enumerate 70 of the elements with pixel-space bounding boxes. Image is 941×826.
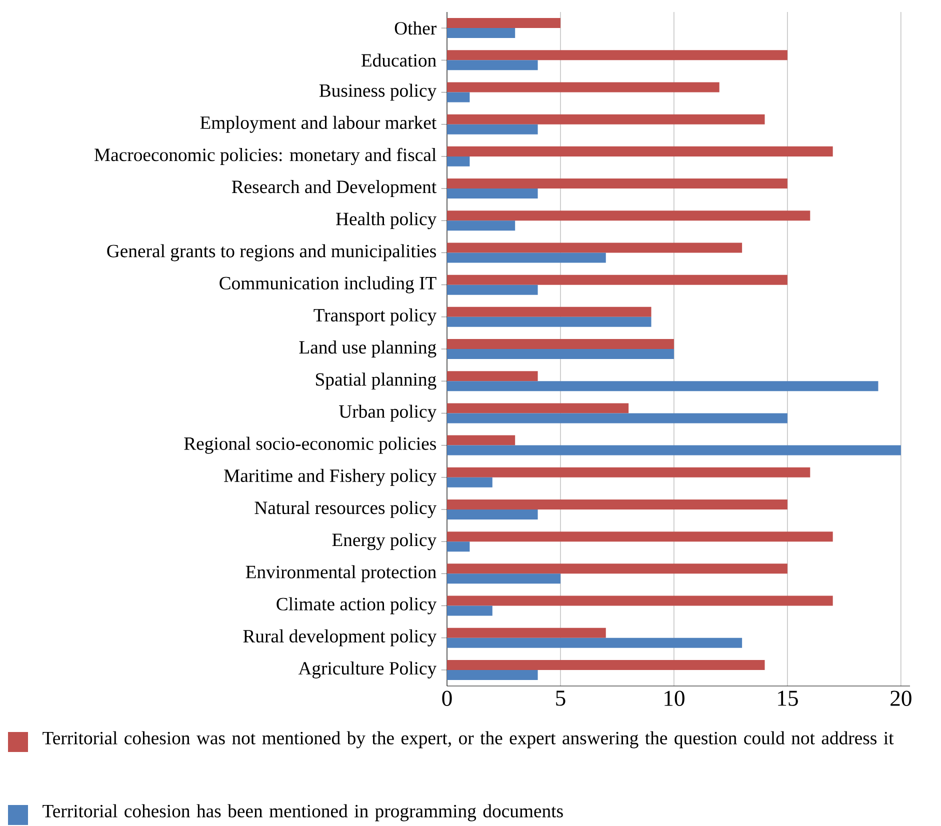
y-tick-label: Regional socio-economic policies <box>184 436 436 454</box>
x-tick-label: 15 <box>778 690 798 706</box>
bar <box>447 242 742 253</box>
bar <box>447 156 470 166</box>
y-tick-label: Maritime and Fishery policy <box>224 468 437 486</box>
x-tick-label: 0 <box>442 690 452 706</box>
bar <box>447 403 629 414</box>
bar <box>447 220 516 231</box>
bar <box>447 92 470 102</box>
y-tick-label: Research and Development <box>232 180 437 197</box>
bar <box>447 18 560 28</box>
bar <box>447 146 833 156</box>
y-tick-label: Macroeconomic policies: monetary and fiscal <box>94 148 436 166</box>
bar <box>447 477 492 488</box>
bar <box>447 532 833 542</box>
bar <box>447 509 538 520</box>
bar <box>447 371 538 382</box>
bar <box>447 306 652 317</box>
y-tick-label: Urban policy <box>339 404 437 422</box>
bar <box>447 316 652 327</box>
y-tick-label: Environmental protection <box>246 565 436 582</box>
bar <box>447 574 560 584</box>
y-tick-label: Spatial planning <box>316 372 436 390</box>
bar <box>447 596 833 606</box>
y-tick-label: Other <box>394 21 436 35</box>
x-tick-label: 5 <box>556 690 566 706</box>
y-tick-label: General grants to regions and municipalities <box>107 244 436 262</box>
bar <box>447 542 470 552</box>
bar <box>447 210 810 221</box>
y-tick-label: Climate action policy <box>276 597 437 614</box>
x-tick-label: 20 <box>890 690 912 706</box>
bar <box>447 274 788 285</box>
bar <box>447 349 674 360</box>
y-tick-label: Health policy <box>336 212 437 230</box>
bar <box>447 435 516 446</box>
y-tick-label: Business policy <box>319 84 437 101</box>
x-tick-label: 10 <box>664 690 684 706</box>
bar <box>447 381 878 392</box>
bar <box>447 413 788 424</box>
bar <box>447 638 742 648</box>
y-tick-label: Land use planning <box>299 340 436 358</box>
bar <box>447 284 538 295</box>
y-tick-label: Agriculture Policy <box>298 661 437 678</box>
bar <box>447 124 538 134</box>
legend-label: Territorial cohesion was not mentioned by the expert, or the expert answering the question could not address it <box>42 731 894 748</box>
legend-label: Territorial cohesion has been mentioned in programming documents <box>42 804 563 822</box>
y-tick-label: Rural development policy <box>243 629 437 646</box>
y-tick-label: Energy policy <box>332 533 437 550</box>
bar <box>447 50 788 60</box>
bar <box>447 606 492 616</box>
bar <box>447 445 901 456</box>
bar <box>447 499 788 510</box>
y-tick-label: Transport policy <box>314 308 437 326</box>
bar <box>447 564 788 574</box>
bar <box>447 628 606 638</box>
bar <box>447 114 765 124</box>
bar <box>447 188 538 199</box>
bar <box>447 28 516 38</box>
y-tick-label: Communication including IT <box>220 276 436 294</box>
bar <box>447 339 674 350</box>
bar <box>447 178 788 189</box>
y-tick-label: Education <box>361 54 436 67</box>
bar <box>447 660 765 670</box>
bar <box>447 670 538 680</box>
bar <box>447 82 720 92</box>
bar <box>447 252 606 263</box>
y-tick-label: Employment and labour market <box>200 116 437 133</box>
bar <box>447 467 810 478</box>
bar <box>447 60 538 70</box>
y-tick-label: Natural resources policy <box>254 500 437 518</box>
